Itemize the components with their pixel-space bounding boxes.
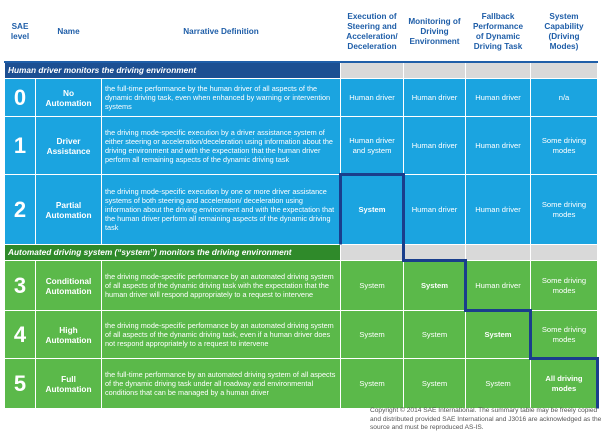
section-row: Automated driving system (“system”) moni…: [4, 244, 598, 261]
column-header: Narrative Definition: [101, 2, 341, 63]
level-name: Full Automation: [35, 358, 102, 409]
level-number: 5: [4, 358, 36, 409]
column-header: System Capability (Driving Modes): [530, 2, 598, 63]
definition: the full-time performance by an automate…: [101, 358, 341, 409]
level-number: 3: [4, 260, 36, 311]
level-row: 1 Driver Assistance the driving mode-speci…: [4, 116, 598, 175]
section-filler: [403, 244, 466, 261]
section-filler: [530, 61, 598, 79]
definition: the driving mode-specific execution by o…: [101, 174, 341, 245]
section-row: Human driver monitors the driving enviro…: [4, 61, 598, 79]
definition: the driving mode-specific performance by…: [101, 310, 341, 359]
execution-cell: Human driver and system: [340, 116, 404, 175]
capability-cell: All driving modes: [530, 358, 598, 409]
execution-cell: System: [340, 310, 404, 359]
fallback-cell: Human driver: [465, 78, 531, 117]
table: SAE level Name Narrative Definition Executi…: [4, 2, 598, 409]
section-title: Automated driving system (“system”) moni…: [4, 244, 341, 261]
execution-cell: System: [340, 358, 404, 409]
sae-table: SAE level Name Narrative Definition Executi…: [4, 2, 598, 409]
fallback-cell: Human driver: [465, 174, 531, 245]
capability-cell: Some driving modes: [530, 174, 598, 245]
monitoring-cell: Human driver: [403, 174, 466, 245]
section-filler: [530, 244, 598, 261]
header-row: SAE level Name Narrative Definition Executi…: [4, 2, 598, 63]
copyright: Copyright © 2014 SAE International. The …: [370, 407, 602, 431]
section-title: Human driver monitors the driving enviro…: [4, 61, 341, 79]
level-row: 4 High Automation the driving mode-specifi…: [4, 310, 598, 359]
column-header: Monitoring of Driving Environment: [403, 2, 466, 63]
level-row: 2 Partial Automation the driving mode-spec…: [4, 174, 598, 245]
level-name: Conditional Automation: [35, 260, 102, 311]
level-row: 5 Full Automation the full-time performanc…: [4, 358, 598, 409]
level-number: 1: [4, 116, 36, 175]
level-name: No Automation: [35, 78, 102, 117]
section-filler: [340, 244, 404, 261]
definition: the driving mode-specific execution by a…: [101, 116, 341, 175]
column-header: Execution of Steering and Acceleration/ …: [340, 2, 404, 63]
monitoring-cell: Human driver: [403, 116, 466, 175]
capability-cell: Some driving modes: [530, 310, 598, 359]
fallback-cell: System: [465, 358, 531, 409]
definition: the driving mode-specific performance by…: [101, 260, 341, 311]
section-filler: [403, 61, 466, 79]
monitoring-cell: System: [403, 310, 466, 359]
level-name: Driver Assistance: [35, 116, 102, 175]
execution-cell: Human driver: [340, 78, 404, 117]
section-filler: [340, 61, 404, 79]
monitoring-cell: Human driver: [403, 78, 466, 117]
fallback-cell: Human driver: [465, 116, 531, 175]
level-number: 2: [4, 174, 36, 245]
fallback-cell: System: [465, 310, 531, 359]
fallback-cell: Human driver: [465, 260, 531, 311]
level-row: 3 Conditional Automation the driving mode-…: [4, 260, 598, 311]
level-name: Partial Automation: [35, 174, 102, 245]
capability-cell: n/a: [530, 78, 598, 117]
execution-cell: System: [340, 260, 404, 311]
level-row: 0 No Automation the full-time performance …: [4, 78, 598, 117]
column-header: SAE level: [4, 2, 36, 63]
capability-cell: Some driving modes: [530, 260, 598, 311]
capability-cell: Some driving modes: [530, 116, 598, 175]
monitoring-cell: System: [403, 358, 466, 409]
monitoring-cell: System: [403, 260, 466, 311]
level-number: 4: [4, 310, 36, 359]
execution-cell: System: [340, 174, 404, 245]
column-header: Name: [35, 2, 102, 63]
section-filler: [465, 244, 531, 261]
section-filler: [465, 61, 531, 79]
definition: the full-time performance by the human d…: [101, 78, 341, 117]
level-number: 0: [4, 78, 36, 117]
level-name: High Automation: [35, 310, 102, 359]
column-header: Fallback Performance of Dynamic Driving …: [465, 2, 531, 63]
